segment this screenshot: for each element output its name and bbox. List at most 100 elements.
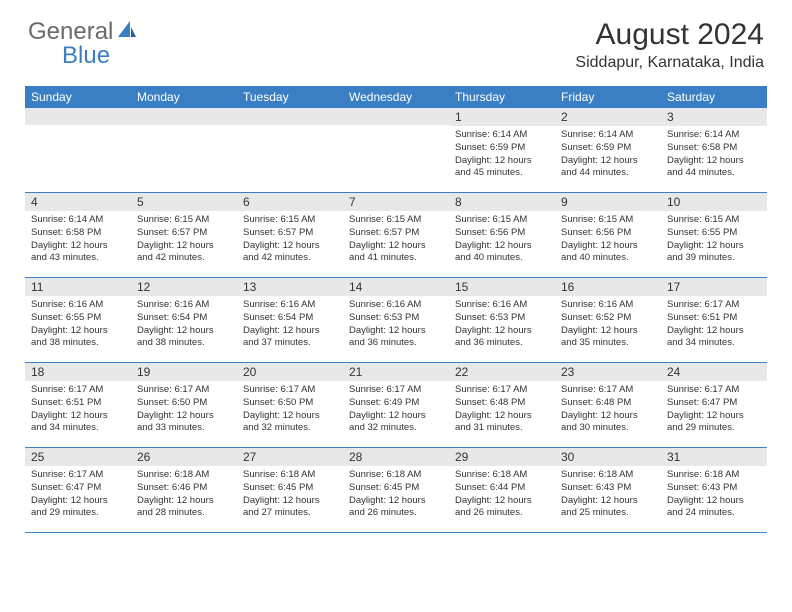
daylight-text: Daylight: 12 hours and 32 minutes.: [349, 410, 443, 436]
day-number: 2: [555, 108, 661, 126]
sunset-text: Sunset: 6:51 PM: [667, 312, 761, 325]
day-content: Sunrise: 6:17 AMSunset: 6:51 PMDaylight:…: [25, 381, 131, 447]
day-number: 30: [555, 448, 661, 466]
sunset-text: Sunset: 6:49 PM: [349, 397, 443, 410]
week-row: 25Sunrise: 6:17 AMSunset: 6:47 PMDayligh…: [25, 448, 767, 533]
sunset-text: Sunset: 6:45 PM: [243, 482, 337, 495]
sunrise-text: Sunrise: 6:16 AM: [137, 299, 231, 312]
daylight-text: Daylight: 12 hours and 27 minutes.: [243, 495, 337, 521]
day-cell: 23Sunrise: 6:17 AMSunset: 6:48 PMDayligh…: [555, 363, 661, 448]
day-content: Sunrise: 6:17 AMSunset: 6:48 PMDaylight:…: [449, 381, 555, 447]
day-cell: 14Sunrise: 6:16 AMSunset: 6:53 PMDayligh…: [343, 278, 449, 363]
day-cell: 30Sunrise: 6:18 AMSunset: 6:43 PMDayligh…: [555, 448, 661, 533]
sunrise-text: Sunrise: 6:18 AM: [667, 469, 761, 482]
day-cell: 5Sunrise: 6:15 AMSunset: 6:57 PMDaylight…: [131, 193, 237, 278]
sunset-text: Sunset: 6:57 PM: [137, 227, 231, 240]
day-number: [237, 108, 343, 125]
sunrise-text: Sunrise: 6:18 AM: [349, 469, 443, 482]
day-content: Sunrise: 6:14 AMSunset: 6:59 PMDaylight:…: [449, 126, 555, 192]
daylight-text: Daylight: 12 hours and 34 minutes.: [31, 410, 125, 436]
day-header-tue: Tuesday: [237, 86, 343, 108]
sunrise-text: Sunrise: 6:14 AM: [667, 129, 761, 142]
day-cell: 8Sunrise: 6:15 AMSunset: 6:56 PMDaylight…: [449, 193, 555, 278]
day-number: 1: [449, 108, 555, 126]
sunset-text: Sunset: 6:43 PM: [561, 482, 655, 495]
sunrise-text: Sunrise: 6:14 AM: [31, 214, 125, 227]
daylight-text: Daylight: 12 hours and 41 minutes.: [349, 240, 443, 266]
sunrise-text: Sunrise: 6:17 AM: [31, 384, 125, 397]
day-cell: 22Sunrise: 6:17 AMSunset: 6:48 PMDayligh…: [449, 363, 555, 448]
sunrise-text: Sunrise: 6:17 AM: [31, 469, 125, 482]
day-content: Sunrise: 6:16 AMSunset: 6:54 PMDaylight:…: [131, 296, 237, 362]
day-content: Sunrise: 6:18 AMSunset: 6:46 PMDaylight:…: [131, 466, 237, 532]
day-content: [131, 125, 237, 191]
sunset-text: Sunset: 6:52 PM: [561, 312, 655, 325]
day-cell: [25, 108, 131, 193]
daylight-text: Daylight: 12 hours and 26 minutes.: [349, 495, 443, 521]
sunrise-text: Sunrise: 6:14 AM: [455, 129, 549, 142]
daylight-text: Daylight: 12 hours and 29 minutes.: [31, 495, 125, 521]
sunrise-text: Sunrise: 6:17 AM: [561, 384, 655, 397]
day-number: 3: [661, 108, 767, 126]
daylight-text: Daylight: 12 hours and 24 minutes.: [667, 495, 761, 521]
sunset-text: Sunset: 6:43 PM: [667, 482, 761, 495]
daylight-text: Daylight: 12 hours and 45 minutes.: [455, 155, 549, 181]
sunset-text: Sunset: 6:45 PM: [349, 482, 443, 495]
daylight-text: Daylight: 12 hours and 34 minutes.: [667, 325, 761, 351]
day-content: Sunrise: 6:15 AMSunset: 6:55 PMDaylight:…: [661, 211, 767, 277]
day-cell: 2Sunrise: 6:14 AMSunset: 6:59 PMDaylight…: [555, 108, 661, 193]
day-content: Sunrise: 6:16 AMSunset: 6:52 PMDaylight:…: [555, 296, 661, 362]
day-cell: 18Sunrise: 6:17 AMSunset: 6:51 PMDayligh…: [25, 363, 131, 448]
sunset-text: Sunset: 6:54 PM: [137, 312, 231, 325]
day-content: [237, 125, 343, 191]
day-content: Sunrise: 6:17 AMSunset: 6:51 PMDaylight:…: [661, 296, 767, 362]
day-number: 14: [343, 278, 449, 296]
day-number: [25, 108, 131, 125]
sunrise-text: Sunrise: 6:15 AM: [243, 214, 337, 227]
day-number: 15: [449, 278, 555, 296]
daylight-text: Daylight: 12 hours and 36 minutes.: [349, 325, 443, 351]
month-title: August 2024: [575, 18, 764, 52]
day-header-mon: Monday: [131, 86, 237, 108]
day-number: 25: [25, 448, 131, 466]
sunrise-text: Sunrise: 6:18 AM: [455, 469, 549, 482]
sunrise-text: Sunrise: 6:17 AM: [137, 384, 231, 397]
sunrise-text: Sunrise: 6:16 AM: [243, 299, 337, 312]
sunrise-text: Sunrise: 6:17 AM: [667, 299, 761, 312]
day-cell: 29Sunrise: 6:18 AMSunset: 6:44 PMDayligh…: [449, 448, 555, 533]
sunset-text: Sunset: 6:50 PM: [137, 397, 231, 410]
daylight-text: Daylight: 12 hours and 39 minutes.: [667, 240, 761, 266]
week-row: 1Sunrise: 6:14 AMSunset: 6:59 PMDaylight…: [25, 108, 767, 193]
day-cell: [237, 108, 343, 193]
day-content: Sunrise: 6:17 AMSunset: 6:49 PMDaylight:…: [343, 381, 449, 447]
day-number: [131, 108, 237, 125]
day-content: Sunrise: 6:17 AMSunset: 6:47 PMDaylight:…: [25, 466, 131, 532]
calendar-table: Sunday Monday Tuesday Wednesday Thursday…: [25, 86, 767, 533]
location-text: Siddapur, Karnataka, India: [575, 54, 764, 72]
day-header-row: Sunday Monday Tuesday Wednesday Thursday…: [25, 86, 767, 108]
daylight-text: Daylight: 12 hours and 35 minutes.: [561, 325, 655, 351]
day-number: 5: [131, 193, 237, 211]
sunrise-text: Sunrise: 6:14 AM: [561, 129, 655, 142]
day-cell: 17Sunrise: 6:17 AMSunset: 6:51 PMDayligh…: [661, 278, 767, 363]
day-cell: 16Sunrise: 6:16 AMSunset: 6:52 PMDayligh…: [555, 278, 661, 363]
calendar-body: 1Sunrise: 6:14 AMSunset: 6:59 PMDaylight…: [25, 108, 767, 533]
sunset-text: Sunset: 6:47 PM: [31, 482, 125, 495]
day-content: Sunrise: 6:18 AMSunset: 6:44 PMDaylight:…: [449, 466, 555, 532]
sunrise-text: Sunrise: 6:15 AM: [455, 214, 549, 227]
day-content: Sunrise: 6:14 AMSunset: 6:58 PMDaylight:…: [661, 126, 767, 192]
daylight-text: Daylight: 12 hours and 25 minutes.: [561, 495, 655, 521]
day-content: Sunrise: 6:16 AMSunset: 6:55 PMDaylight:…: [25, 296, 131, 362]
day-number: 17: [661, 278, 767, 296]
sunrise-text: Sunrise: 6:15 AM: [349, 214, 443, 227]
day-number: 28: [343, 448, 449, 466]
sunset-text: Sunset: 6:47 PM: [667, 397, 761, 410]
sunset-text: Sunset: 6:44 PM: [455, 482, 549, 495]
day-content: [343, 125, 449, 191]
day-cell: 3Sunrise: 6:14 AMSunset: 6:58 PMDaylight…: [661, 108, 767, 193]
page-header: General Blue August 2024 Siddapur, Karna…: [0, 0, 792, 80]
sunrise-text: Sunrise: 6:15 AM: [137, 214, 231, 227]
daylight-text: Daylight: 12 hours and 40 minutes.: [455, 240, 549, 266]
day-cell: 26Sunrise: 6:18 AMSunset: 6:46 PMDayligh…: [131, 448, 237, 533]
sunrise-text: Sunrise: 6:17 AM: [349, 384, 443, 397]
